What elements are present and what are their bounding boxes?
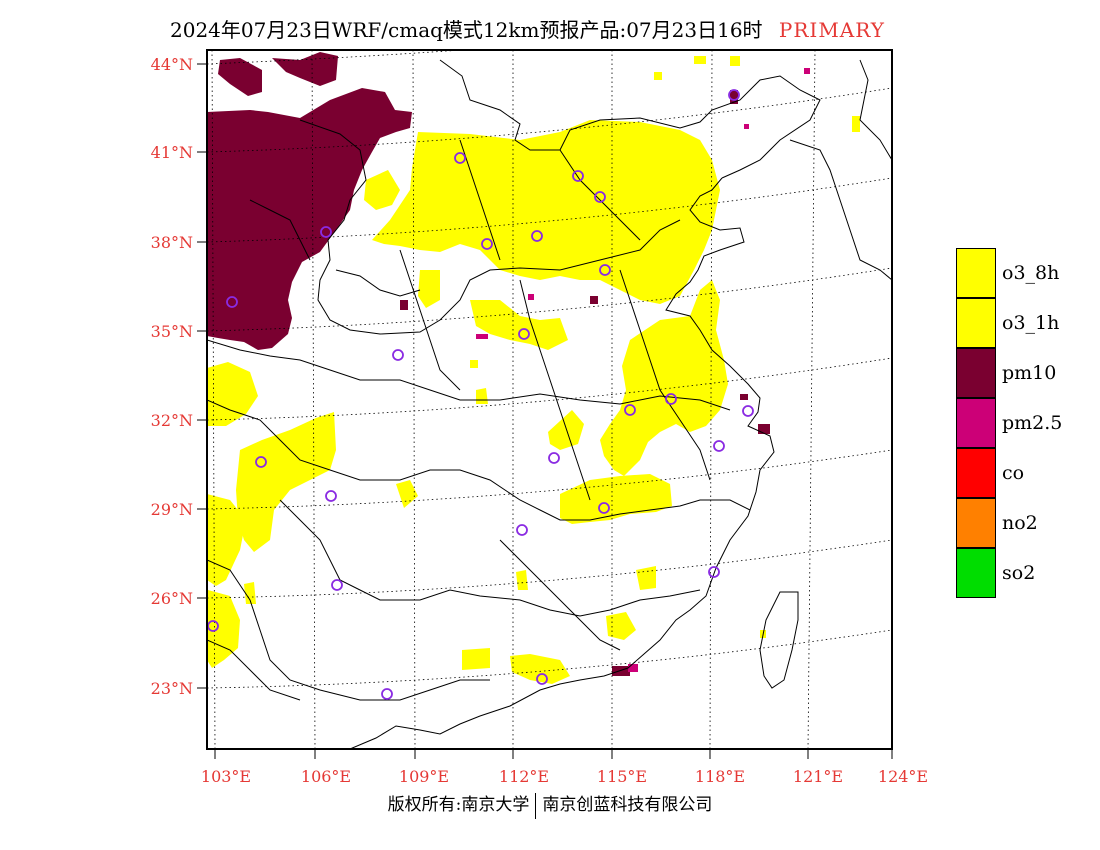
map-content (207, 50, 892, 749)
lon-label-103: 103°E (201, 767, 251, 786)
legend-label-no2: no2 (1002, 512, 1038, 534)
legend-item-pm10: pm10 (956, 348, 1096, 398)
lon-label-106: 106°E (301, 767, 351, 786)
lat-label-29: 29°N (151, 500, 193, 519)
legend-swatch-no2 (956, 498, 996, 548)
lat-label-32: 32°N (151, 411, 193, 430)
legend-swatch-so2 (956, 548, 996, 598)
boundaries (207, 59, 892, 749)
lon-label-121: 121°E (793, 767, 843, 786)
legend-label-pm10: pm10 (1002, 362, 1057, 384)
lat-label-26: 26°N (151, 589, 193, 608)
legend-swatch-pm10 (956, 348, 996, 398)
copyright-right: 南京创蓝科技有限公司 (542, 795, 713, 815)
lat-label-44: 44°N (151, 55, 193, 74)
legend-item-no2: no2 (956, 498, 1096, 548)
lon-label-112: 112°E (499, 767, 549, 786)
graticule (207, 50, 892, 749)
pollutant-legend: o3_8h o3_1h pm10 pm2.5 co no2 so2 (956, 248, 1096, 598)
lon-label-124: 124°E (878, 767, 928, 786)
lat-label-38: 38°N (151, 233, 193, 252)
lat-label-35: 35°N (151, 322, 193, 341)
legend-label-so2: so2 (1002, 562, 1036, 584)
legend-label-pm25: pm2.5 (1002, 412, 1063, 434)
map-frame (206, 49, 893, 750)
footer-divider (535, 792, 537, 819)
legend-swatch-o3-1h (956, 298, 996, 348)
legend-swatch-co (956, 448, 996, 498)
map-title: 2024年07月23日WRF/cmaq模式12km预报产品:07月23日16时 … (170, 14, 885, 43)
lon-label-115: 115°E (597, 767, 647, 786)
legend-swatch-o3-8h (956, 248, 996, 298)
o3-regions (207, 56, 860, 684)
lon-label-118: 118°E (695, 767, 745, 786)
legend-item-o3-1h: o3_1h (956, 298, 1096, 348)
axis-ticks (197, 63, 893, 759)
copyright-left: 版权所有:南京大学 (387, 795, 530, 815)
legend-item-pm25: pm2.5 (956, 398, 1096, 448)
primary-label: PRIMARY (778, 18, 885, 42)
longitude-labels: 103°E 106°E 109°E 112°E 115°E 118°E 121°… (201, 767, 928, 786)
legend-label-o3-1h: o3_1h (1002, 312, 1060, 334)
legend-label-co: co (1002, 462, 1025, 484)
legend-swatch-pm25 (956, 398, 996, 448)
legend-label-o3-8h: o3_8h (1002, 262, 1060, 284)
copyright-footer: 版权所有:南京大学 南京创蓝科技有限公司 (0, 790, 1100, 819)
legend-item-co: co (956, 448, 1096, 498)
legend-item-o3-8h: o3_8h (956, 248, 1096, 298)
lat-label-41: 41°N (151, 143, 193, 162)
lat-label-23: 23°N (151, 679, 193, 698)
station-markers (207, 89, 754, 700)
title-text: 2024年07月23日WRF/cmaq模式12km预报产品:07月23日16时 (170, 18, 763, 42)
lon-label-109: 109°E (399, 767, 449, 786)
legend-item-so2: so2 (956, 548, 1096, 598)
latitude-labels: 44°N 41°N 38°N 35°N 32°N 29°N 26°N 23°N (151, 55, 193, 698)
